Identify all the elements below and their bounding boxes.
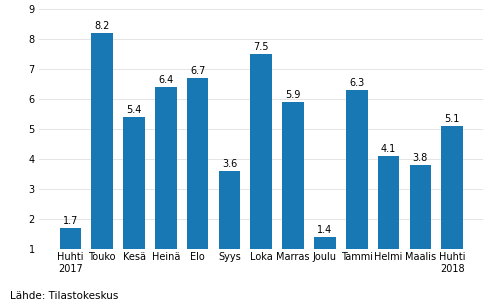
Text: 3.8: 3.8	[413, 153, 428, 163]
Bar	[60, 228, 81, 279]
Text: 6.4: 6.4	[158, 75, 174, 85]
Text: 5.4: 5.4	[126, 105, 141, 115]
Bar	[123, 117, 145, 279]
Text: 3.6: 3.6	[222, 159, 237, 169]
Text: Lähde: Tilastokeskus: Lähde: Tilastokeskus	[10, 291, 118, 301]
Text: 5.9: 5.9	[285, 90, 301, 100]
Bar	[378, 156, 399, 279]
Text: 5.1: 5.1	[445, 114, 460, 124]
Bar	[441, 126, 463, 279]
Bar	[250, 54, 272, 279]
Text: 7.5: 7.5	[253, 42, 269, 52]
Bar	[282, 102, 304, 279]
Bar	[91, 33, 113, 279]
Text: 4.1: 4.1	[381, 144, 396, 154]
Bar	[410, 165, 431, 279]
Bar	[187, 78, 209, 279]
Bar	[155, 87, 176, 279]
Text: 6.3: 6.3	[349, 78, 364, 88]
Text: 6.7: 6.7	[190, 66, 206, 76]
Text: 8.2: 8.2	[95, 21, 110, 31]
Bar	[219, 171, 240, 279]
Bar	[346, 90, 368, 279]
Text: 1.4: 1.4	[317, 225, 333, 235]
Text: 1.7: 1.7	[63, 216, 78, 226]
Bar	[314, 237, 336, 279]
